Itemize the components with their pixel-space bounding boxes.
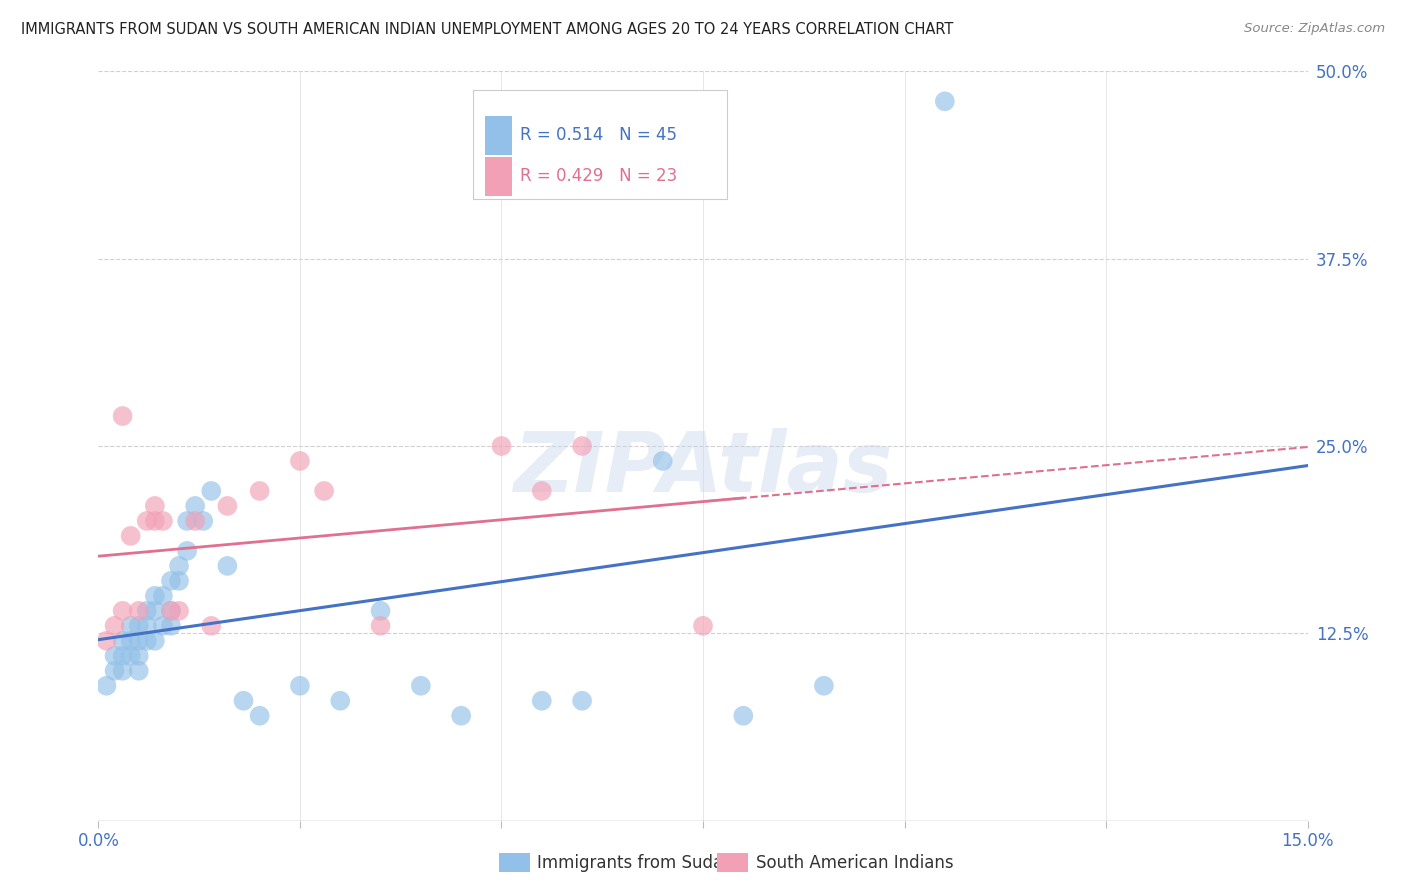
Point [193, 514, 215, 528]
Point [143, 589, 166, 603]
Point [143, 499, 166, 513]
Point [176, 514, 198, 528]
Point [733, 708, 755, 723]
Point [184, 514, 207, 528]
Text: Immigrants from Sudan: Immigrants from Sudan [537, 854, 734, 871]
Point [111, 664, 134, 678]
Point [111, 604, 134, 618]
Point [184, 499, 207, 513]
Point [160, 574, 183, 588]
Point [160, 619, 183, 633]
Text: IMMIGRANTS FROM SUDAN VS SOUTH AMERICAN INDIAN UNEMPLOYMENT AMONG AGES 20 TO 24 : IMMIGRANTS FROM SUDAN VS SOUTH AMERICAN … [21, 22, 953, 37]
Point [200, 619, 222, 633]
Point [232, 694, 254, 708]
Text: Source: ZipAtlas.com: Source: ZipAtlas.com [1244, 22, 1385, 36]
Point [167, 574, 190, 588]
Point [120, 619, 142, 633]
Point [143, 604, 166, 618]
Point [934, 95, 956, 109]
Point [96, 633, 118, 648]
Point [120, 648, 142, 663]
Point [143, 514, 166, 528]
Point [135, 619, 157, 633]
Point [143, 633, 166, 648]
Point [128, 633, 150, 648]
Point [249, 483, 271, 498]
Text: ZIPAtlas: ZIPAtlas [513, 428, 893, 509]
FancyBboxPatch shape [485, 116, 512, 154]
FancyBboxPatch shape [485, 157, 512, 195]
Point [167, 558, 190, 573]
Point [167, 604, 190, 618]
Point [103, 664, 125, 678]
Point [813, 679, 835, 693]
Point [571, 439, 593, 453]
Point [111, 409, 134, 423]
Point [370, 604, 392, 618]
Point [128, 664, 150, 678]
Point [135, 633, 157, 648]
Point [135, 604, 157, 618]
Point [111, 648, 134, 663]
Point [450, 708, 472, 723]
Point [103, 648, 125, 663]
Point [135, 514, 157, 528]
Point [160, 604, 183, 618]
Point [200, 483, 222, 498]
Text: South American Indians: South American Indians [756, 854, 955, 871]
Point [314, 483, 336, 498]
Point [152, 589, 174, 603]
Point [571, 694, 593, 708]
Point [120, 529, 142, 543]
Point [249, 708, 271, 723]
Point [128, 619, 150, 633]
Point [111, 633, 134, 648]
Point [329, 694, 352, 708]
Text: R = 0.514   N = 45: R = 0.514 N = 45 [520, 126, 678, 144]
Point [409, 679, 432, 693]
Point [128, 604, 150, 618]
Point [217, 558, 239, 573]
Point [96, 679, 118, 693]
Point [530, 694, 553, 708]
Text: R = 0.429   N = 23: R = 0.429 N = 23 [520, 168, 678, 186]
Point [651, 454, 673, 468]
Point [120, 633, 142, 648]
Point [288, 679, 311, 693]
Point [103, 619, 125, 633]
Point [530, 483, 553, 498]
Point [692, 619, 714, 633]
Point [176, 544, 198, 558]
Point [288, 454, 311, 468]
Point [152, 514, 174, 528]
Point [160, 604, 183, 618]
Point [491, 439, 513, 453]
Point [217, 499, 239, 513]
Point [152, 619, 174, 633]
FancyBboxPatch shape [474, 90, 727, 199]
Point [128, 648, 150, 663]
Point [370, 619, 392, 633]
